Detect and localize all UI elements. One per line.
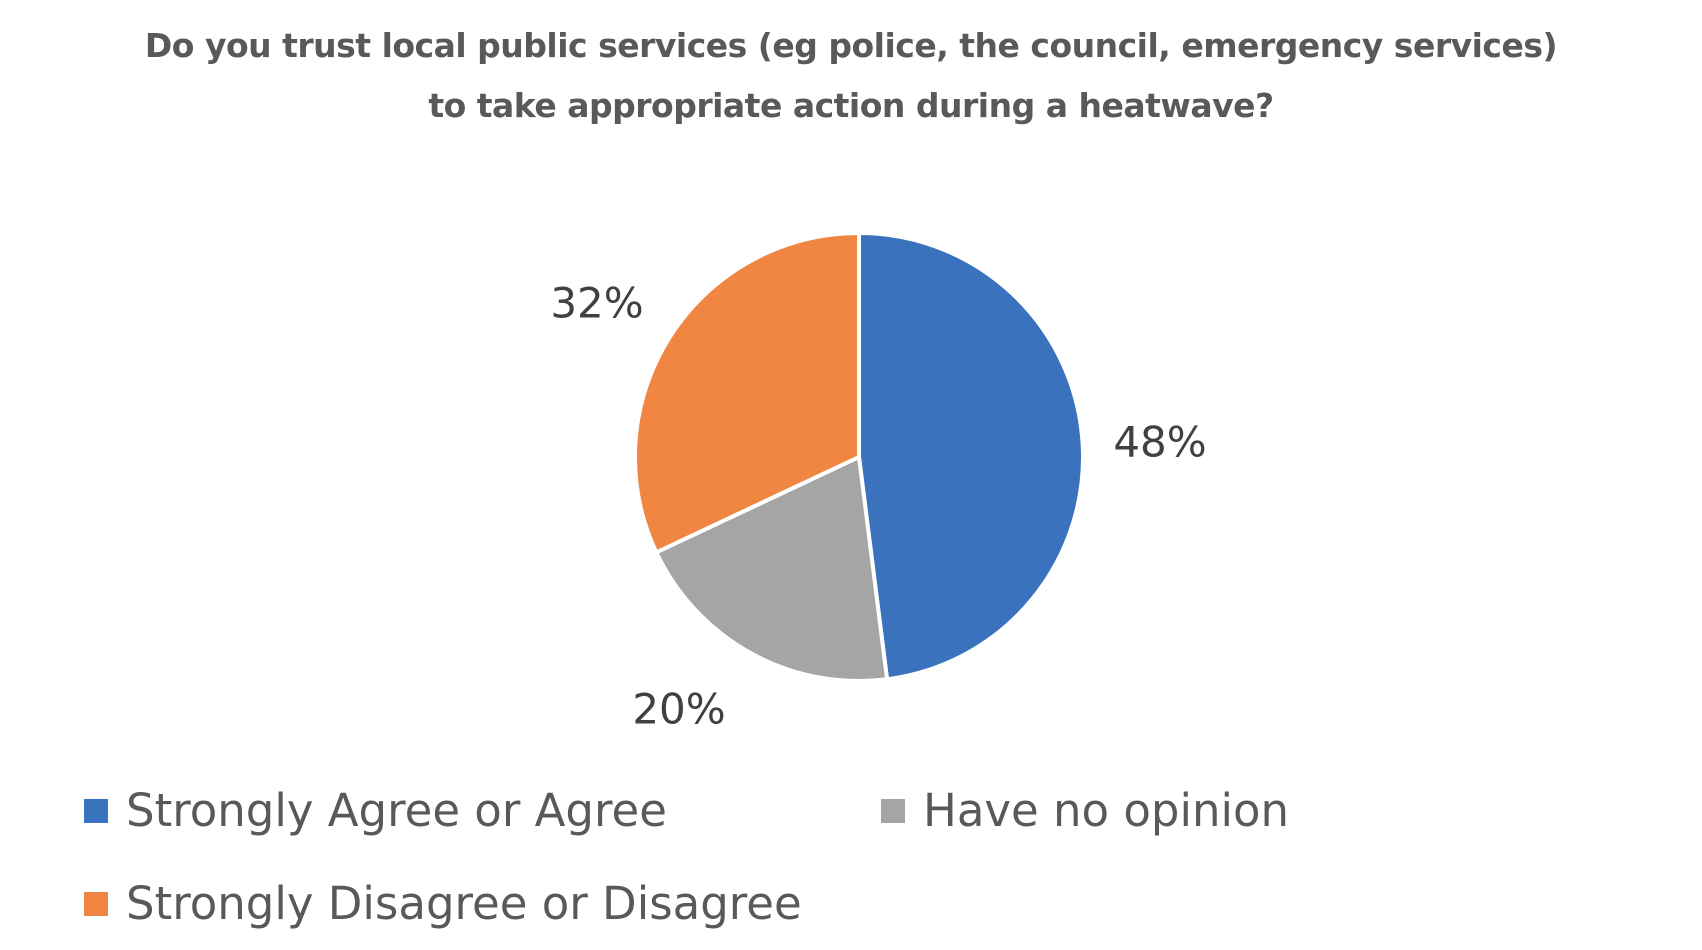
legend-swatch-no-opinion	[881, 798, 905, 823]
legend-label-disagree: Strongly Disagree or Disagree	[126, 877, 802, 930]
legend-item-no-opinion: Have no opinion	[881, 784, 1289, 837]
legend-label-agree: Strongly Agree or Agree	[126, 784, 667, 837]
legend-swatch-agree	[84, 798, 108, 823]
chart-title-line-1: Do you trust local public services (eg p…	[144, 26, 1558, 65]
pie-slice-no-opinion	[654, 455, 890, 683]
legend-item-agree: Strongly Agree or Agree	[84, 784, 667, 837]
legend-swatch-disagree	[84, 891, 108, 916]
data-label-agree: 48%	[1113, 417, 1207, 467]
legend-item-disagree: Strongly Disagree or Disagree	[84, 877, 802, 930]
chart-title-line-2: to take appropriate action during a heat…	[428, 86, 1274, 125]
pie-slice-agree	[857, 231, 1085, 682]
legend-label-no-opinion: Have no opinion	[923, 784, 1290, 837]
pie-slice-disagree	[633, 231, 861, 555]
data-label-disagree: 32%	[550, 278, 644, 328]
data-label-no-opinion: 20%	[632, 684, 726, 734]
